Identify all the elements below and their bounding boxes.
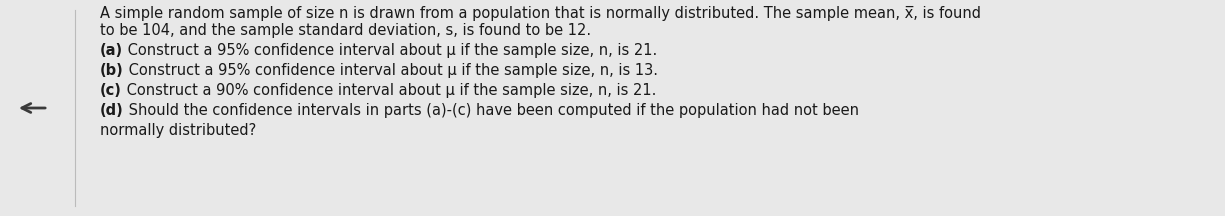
Text: Construct a 95% confidence interval about μ if the sample size, n, is 13.: Construct a 95% confidence interval abou… [124,63,658,78]
Text: normally distributed?: normally distributed? [100,123,256,138]
Text: to be 104, and the sample standard deviation, s, is found to be 12.: to be 104, and the sample standard devia… [100,23,592,38]
Text: (c): (c) [100,83,121,98]
Text: (d): (d) [100,103,124,118]
Text: Construct a 95% confidence interval about μ if the sample size, n, is 21.: Construct a 95% confidence interval abou… [124,43,658,58]
Text: (a): (a) [100,43,124,58]
Text: (b): (b) [100,63,124,78]
Text: A simple random sample of size n is drawn from a population that is normally dis: A simple random sample of size n is draw… [100,6,981,21]
Text: Should the confidence intervals in parts (a)-(c) have been computed if the popul: Should the confidence intervals in parts… [124,103,859,118]
Text: Construct a 90% confidence interval about μ if the sample size, n, is 21.: Construct a 90% confidence interval abou… [121,83,657,98]
